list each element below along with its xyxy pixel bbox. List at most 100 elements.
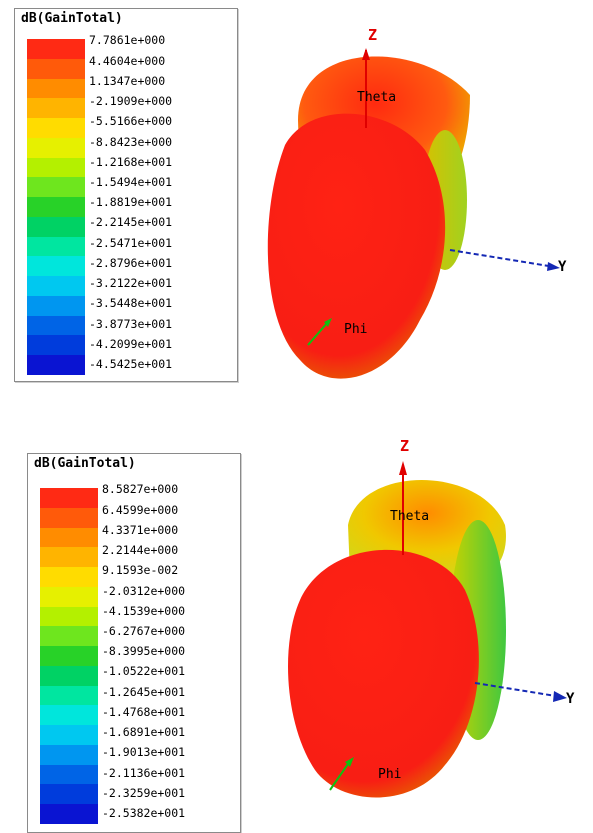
color-swatch (40, 527, 98, 548)
color-swatch (27, 335, 85, 356)
color-scale (40, 488, 98, 825)
scale-value: 8.5827e+000 (102, 482, 179, 497)
legend-title: dB(GainTotal) (21, 11, 123, 26)
theta-label: Theta (357, 90, 396, 105)
color-swatch (40, 804, 98, 825)
scale-value: -2.1909e+000 (89, 94, 173, 109)
scale-labels: 7.7861e+000 4.4604e+000 1.1347e+000 -2.1909… (89, 31, 233, 375)
scale-value: -2.3259e+001 (102, 785, 186, 800)
scale-value: -1.2168e+001 (89, 154, 173, 169)
color-swatch (40, 665, 98, 686)
main-lobe (288, 549, 479, 798)
scale-value: -1.6891e+001 (102, 725, 186, 740)
radiation-pattern-panel-1: dB(GainTotal) 7.7861e+000 4.4604e+000 1.13… (0, 0, 593, 395)
scale-value: 9.1593e-002 (102, 563, 179, 578)
scale-value: 6.4599e+000 (102, 502, 179, 517)
scale-value: -1.5494e+001 (89, 175, 173, 189)
color-swatch (27, 256, 85, 277)
radiation-pattern-panel-2: dB(GainTotal) 8.5827e+000 6.4599e+000 4.33… (0, 425, 593, 833)
y-axis (449, 249, 556, 268)
scale-value: 7.7861e+000 (89, 33, 166, 48)
color-swatch (27, 118, 85, 138)
scale-value: -8.3995e+000 (102, 644, 186, 659)
scale-value: -1.2645e+001 (102, 684, 186, 699)
main-lobe (267, 113, 446, 379)
scale-value: -4.5425e+001 (89, 357, 173, 372)
legend-title: dB(GainTotal) (34, 456, 136, 471)
scale-value: -2.0312e+000 (102, 583, 186, 598)
scale-value: -5.5166e+000 (89, 114, 173, 129)
color-swatch (40, 744, 98, 765)
color-swatch (27, 315, 85, 336)
color-swatch (40, 725, 98, 745)
color-swatch (40, 586, 98, 607)
color-swatch (27, 39, 85, 59)
z-axis-label: Z (368, 26, 377, 44)
color-swatch (40, 507, 98, 528)
color-swatch (27, 236, 85, 257)
color-swatch (27, 216, 85, 237)
z-axis-label: Z (400, 437, 409, 455)
scale-value: -3.8773e+001 (89, 316, 173, 331)
color-swatch (40, 547, 98, 568)
color-swatch (40, 606, 98, 627)
color-swatch (40, 685, 98, 706)
phi-axis-arrow (324, 318, 332, 327)
color-swatch (40, 626, 98, 647)
scale-value: -1.9013e+001 (102, 745, 186, 760)
color-swatch (40, 488, 98, 508)
y-axis-label: Y (558, 259, 567, 275)
scale-value: 1.1347e+000 (89, 73, 166, 88)
color-swatch (27, 98, 85, 119)
scale-value: -2.1136e+001 (102, 765, 186, 780)
color-swatch (27, 137, 85, 158)
z-axis-arrow (362, 48, 370, 60)
scale-value: -2.5382e+001 (102, 806, 186, 821)
phi-axis-arrow (345, 757, 354, 767)
gain-legend: dB(GainTotal) 8.5827e+000 6.4599e+000 4.33… (27, 453, 241, 833)
color-swatch (40, 764, 98, 785)
phi-label: Phi (378, 767, 401, 782)
color-swatch (40, 646, 98, 666)
scale-value: -2.2145e+001 (89, 215, 173, 230)
y-axis-arrow (553, 691, 567, 702)
scale-value: -3.5448e+001 (89, 296, 173, 311)
color-swatch (27, 157, 85, 178)
phi-axis (329, 760, 351, 791)
scale-value: -8.8423e+000 (89, 134, 173, 149)
y-axis-label: Y (566, 691, 575, 707)
color-swatch (40, 567, 98, 587)
color-swatch (27, 78, 85, 99)
color-swatch (27, 295, 85, 316)
scale-value: -3.2122e+001 (89, 276, 173, 291)
scale-value: -1.4768e+001 (102, 704, 186, 719)
scale-value: -6.2767e+000 (102, 624, 186, 638)
scale-value: 4.3371e+000 (102, 522, 179, 537)
scale-value: -1.0522e+001 (102, 664, 186, 679)
theta-label: Theta (390, 509, 429, 524)
phi-label: Phi (344, 322, 367, 337)
phi-axis (307, 321, 329, 346)
z-axis-arrow (399, 461, 407, 475)
scale-value: -2.5471e+001 (89, 235, 173, 250)
color-swatch (27, 276, 85, 296)
color-swatch (27, 177, 85, 198)
color-swatch (27, 58, 85, 79)
color-swatch (40, 784, 98, 805)
y-axis-arrow (547, 262, 560, 271)
scale-value: -4.1539e+000 (102, 603, 186, 618)
y-axis (474, 682, 563, 698)
scale-value: 4.4604e+000 (89, 53, 166, 68)
color-swatch (40, 705, 98, 726)
scale-value: -1.8819e+001 (89, 195, 173, 210)
color-swatch (27, 355, 85, 376)
color-scale (27, 39, 85, 376)
scale-value: 2.2144e+000 (102, 543, 179, 558)
color-swatch (27, 197, 85, 217)
scale-value: -4.2099e+001 (89, 336, 173, 351)
gain-legend: dB(GainTotal) 7.7861e+000 4.4604e+000 1.13… (14, 8, 238, 382)
scale-labels: 8.5827e+000 6.4599e+000 4.3371e+000 2.2144e… (102, 480, 236, 824)
3d-gain-plot: Z Theta Y Phi (240, 0, 593, 395)
scale-value: -2.8796e+001 (89, 255, 173, 270)
3d-gain-plot: Z Theta Y Phi (240, 425, 593, 817)
